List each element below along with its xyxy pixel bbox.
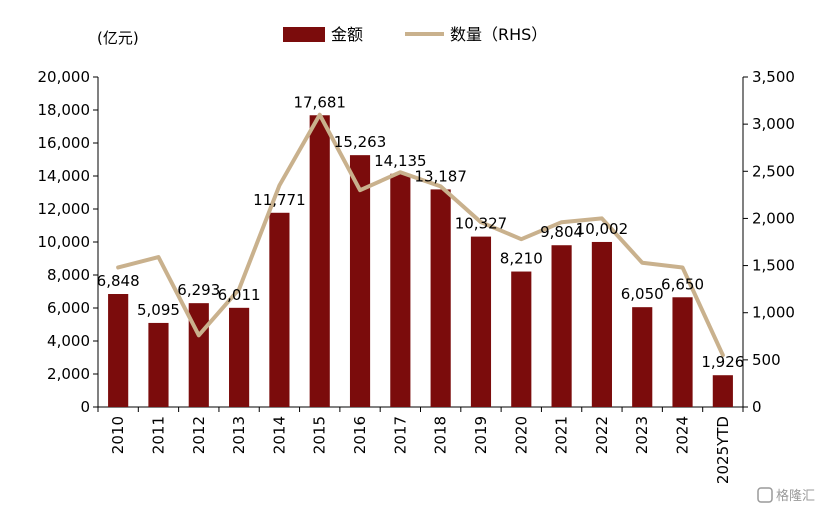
x-tick-label: 2013	[230, 416, 248, 454]
plot-area: 0 2,000 4,000 6,000 8,000 10,000 12,000 14,000 1…	[38, 68, 795, 484]
legend: 金额 数量（RHS）	[283, 25, 547, 44]
bar	[430, 189, 451, 407]
x-tick-label: 2012	[190, 416, 208, 454]
y-tick-label-left: 0	[80, 398, 90, 416]
bar	[511, 271, 532, 407]
bar	[712, 375, 733, 407]
bar-data-label: 10,327	[455, 215, 508, 233]
bar	[591, 241, 612, 407]
legend-label-count: 数量（RHS）	[450, 25, 547, 44]
y-tick-label-right: 3,000	[752, 115, 795, 133]
y-tick-label-left: 4,000	[47, 332, 90, 350]
bar	[632, 307, 653, 407]
bar-data-label: 8,210	[500, 250, 543, 268]
bar-data-label: 14,135	[374, 152, 427, 170]
bar	[229, 307, 250, 407]
watermark: 格隆汇	[757, 487, 815, 504]
y-tick-label-right: 2,000	[752, 209, 795, 227]
y-tick-label-right: 1,500	[752, 257, 795, 275]
y-tick-label-right: 0	[752, 398, 762, 416]
legend-swatch-amount	[283, 27, 325, 42]
y-tick-label-left: 6,000	[47, 299, 90, 317]
bar-data-label: 11,771	[253, 191, 306, 209]
y-tick-label-right: 3,500	[752, 68, 795, 86]
watermark-text: 格隆汇	[776, 488, 815, 504]
bar	[108, 294, 129, 407]
bar	[148, 322, 169, 407]
bar-data-label: 5,095	[137, 301, 180, 319]
x-tick-label: 2018	[432, 416, 450, 454]
x-tick-label: 2011	[149, 416, 167, 454]
bar-data-label: 13,187	[414, 167, 467, 185]
bar-data-label: 6,848	[97, 272, 140, 290]
bar-data-label: 15,263	[334, 133, 387, 151]
y-tick-label-right: 500	[752, 351, 781, 369]
bar	[672, 297, 693, 407]
x-tick-label: 2020	[512, 416, 530, 454]
bar-data-label: 6,293	[177, 281, 220, 299]
bar	[349, 155, 371, 407]
bar-data-label: 1,926	[701, 353, 744, 371]
bar-data-label: 9,804	[540, 223, 583, 241]
x-tick-label: 2023	[633, 416, 651, 454]
bar-data-label: 6,050	[621, 285, 664, 303]
y-tick-label-left: 10,000	[38, 233, 91, 251]
bar-data-label: 17,681	[293, 93, 346, 111]
bar	[309, 115, 330, 408]
watermark-logo-icon	[757, 487, 773, 503]
x-tick-label: 2024	[674, 416, 692, 454]
y-tick-label-left: 18,000	[38, 101, 91, 119]
x-tick-label: 2025YTD	[714, 416, 732, 484]
count-line	[116, 112, 725, 358]
bar	[390, 173, 411, 407]
bar	[551, 245, 572, 407]
x-tick-label: 2022	[593, 416, 611, 454]
y-tick-label-left: 20,000	[38, 68, 91, 86]
x-tick-label: 2014	[270, 416, 288, 454]
bar	[269, 212, 290, 407]
y-tick-label-left: 8,000	[47, 266, 90, 284]
y-tick-label-left: 12,000	[38, 200, 91, 218]
legend-label-amount: 金额	[331, 25, 363, 44]
x-tick-label: 2021	[553, 416, 571, 454]
y-tick-label-right: 1,000	[752, 304, 795, 322]
y-tick-label-left: 14,000	[38, 167, 91, 185]
bar-data-label: 10,002	[576, 220, 629, 238]
bar-data-label: 6,650	[661, 275, 704, 293]
x-tick-label: 2019	[472, 416, 490, 454]
y-tick-label-left: 16,000	[38, 134, 91, 152]
bar	[470, 236, 492, 407]
x-tick-label: 2010	[109, 416, 127, 454]
y-tick-label-right: 2,500	[752, 162, 795, 180]
y-tick-label-left: 2,000	[47, 365, 90, 383]
x-tick-label: 2015	[311, 416, 329, 454]
x-tick-label: 2016	[351, 416, 369, 454]
x-tick-label: 2017	[391, 416, 409, 454]
y-axis-unit-label: (亿元)	[97, 29, 139, 47]
bar-data-label: 6,011	[218, 286, 261, 304]
